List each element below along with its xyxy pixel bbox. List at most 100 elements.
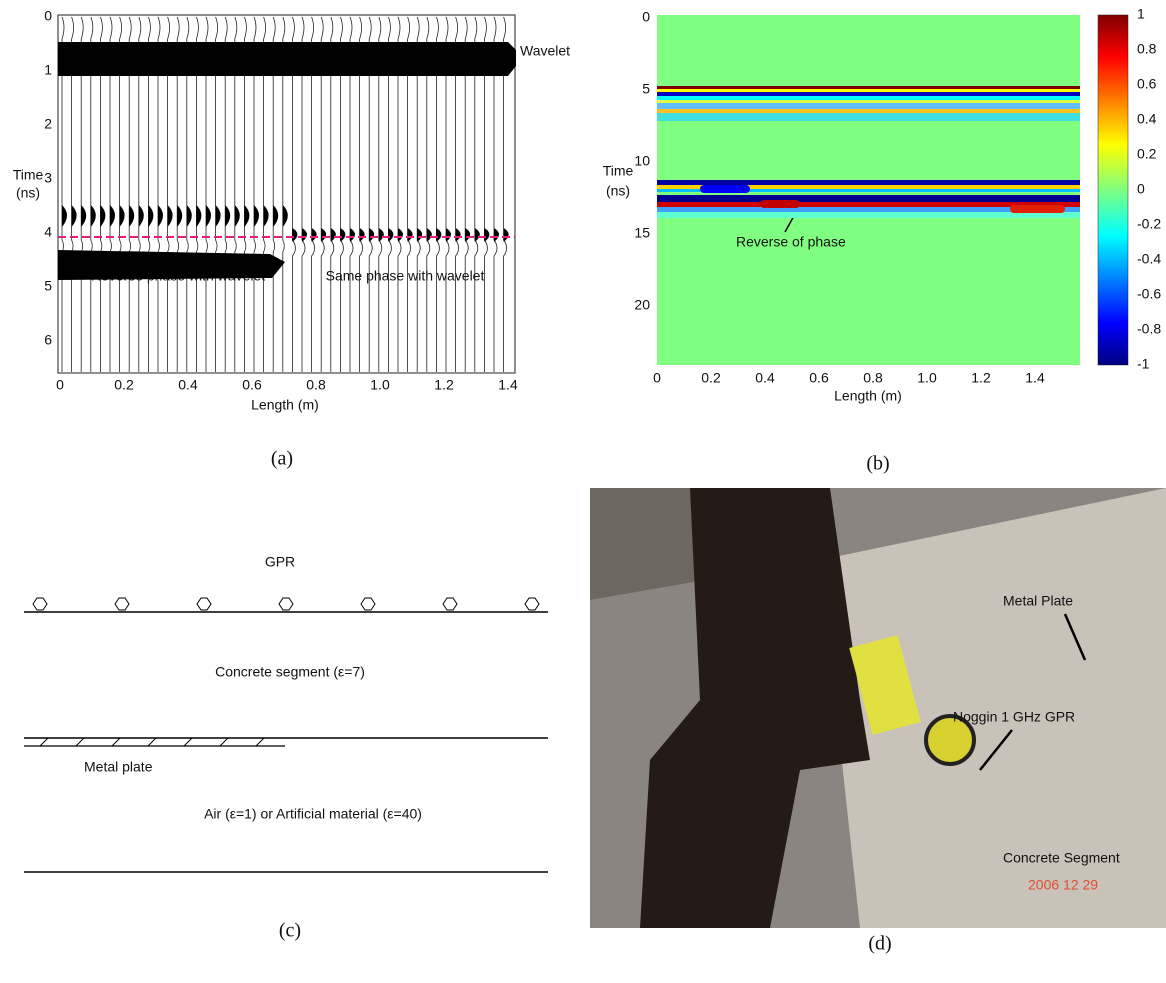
- photo-device: [849, 635, 921, 735]
- x-tick-label: 0.6: [242, 377, 262, 393]
- trace-lobe: [398, 228, 403, 242]
- trace-lobe: [206, 205, 211, 227]
- trace-lobe: [426, 228, 432, 242]
- y-axis-label: (ns): [16, 185, 40, 201]
- y-tick-label: 0: [44, 8, 52, 24]
- trace: [100, 16, 103, 372]
- colorbar-tick-label: 1: [1137, 6, 1145, 22]
- label: Concrete segment (ε=7): [215, 664, 365, 680]
- image-blob: [760, 200, 800, 208]
- trace-lobe: [292, 228, 298, 242]
- trace-lobe: [484, 228, 490, 242]
- trace: [109, 16, 113, 372]
- trace-lobe: [417, 228, 423, 242]
- hatch: [219, 737, 229, 747]
- y-axis-label: Time: [603, 163, 634, 179]
- caption: (d): [868, 933, 891, 955]
- trace-lobe: [196, 205, 202, 227]
- trace-lobe: [244, 205, 250, 227]
- trace-lobe: [177, 205, 183, 227]
- image-band: [657, 212, 1080, 218]
- trace-lobe: [254, 205, 259, 227]
- image-band: [657, 100, 1080, 103]
- x-axis-label: Length (m): [251, 397, 319, 413]
- trace: [215, 16, 218, 372]
- x-tick-label: 0.8: [863, 370, 883, 386]
- sensor: [524, 597, 540, 611]
- annotation: Same phase with wavelet: [326, 268, 485, 284]
- trace-lobe: [158, 205, 163, 227]
- trace-lobe: [273, 205, 279, 227]
- y-tick-label: 6: [44, 332, 52, 348]
- x-tick-label: 1.4: [498, 377, 518, 393]
- sensor: [114, 597, 130, 611]
- colorbar-tick-label: -0.6: [1137, 286, 1161, 302]
- trace-lobe: [494, 228, 499, 242]
- image-band: [657, 202, 1080, 207]
- trace: [71, 16, 74, 372]
- panel-c: GPR Concrete segment (ε=7) Metal plate A…: [24, 554, 548, 942]
- image-band: [657, 92, 1080, 96]
- trace: [282, 16, 286, 372]
- plot-frame: [57, 14, 516, 374]
- trace: [234, 16, 238, 372]
- x-tick-label: 0.8: [306, 377, 326, 393]
- image-band: [657, 86, 1080, 89]
- sensor: [360, 597, 376, 611]
- trace: [176, 16, 180, 372]
- trace-lobe: [81, 205, 87, 227]
- image-band: [657, 109, 1080, 113]
- sensor: [442, 597, 458, 611]
- x-tick-label: 1.2: [971, 370, 991, 386]
- trace: [128, 16, 132, 372]
- caption: (a): [271, 448, 293, 470]
- sensor: [32, 597, 48, 611]
- label: Metal plate: [84, 759, 153, 775]
- trace-lobe: [503, 228, 509, 242]
- colorbar-tick-label: 0.4: [1137, 111, 1157, 127]
- trace-lobe: [225, 205, 231, 227]
- x-tick-label: 0.6: [809, 370, 829, 386]
- image-band: [657, 207, 1080, 212]
- image-band: [657, 103, 1080, 109]
- trace: [224, 16, 228, 372]
- colorbar: [1097, 14, 1129, 366]
- trace-lobe: [407, 228, 413, 242]
- trace-lobe: [263, 205, 269, 227]
- trace: [119, 16, 122, 372]
- image-band: [657, 180, 1080, 185]
- colorbar-tick-label: 0: [1137, 181, 1145, 197]
- colorbar-tick-label: -0.2: [1137, 216, 1161, 232]
- x-tick-label: 1.2: [434, 377, 454, 393]
- trace-lobe: [186, 205, 192, 227]
- caption: (c): [279, 920, 301, 942]
- trace-lobe: [119, 205, 125, 227]
- trace-lobe: [330, 228, 336, 242]
- x-tick-label: 0: [653, 370, 661, 386]
- hatch: [255, 737, 265, 747]
- trace-lobe: [90, 205, 96, 227]
- trace: [272, 16, 276, 372]
- trace-lobe: [455, 228, 461, 242]
- annotation: Reverse of phase: [736, 234, 846, 250]
- trace: [205, 16, 209, 372]
- x-tick-label: 1.0: [917, 370, 937, 386]
- trace-lobe: [388, 228, 394, 242]
- y-tick-label: 10: [634, 153, 650, 169]
- trace: [148, 16, 151, 372]
- sensor: [196, 597, 212, 611]
- colorbar-tick-label: -0.4: [1137, 251, 1161, 267]
- sensor: [278, 597, 294, 611]
- trace-lobe: [100, 205, 106, 227]
- y-tick-label: 3: [44, 170, 52, 186]
- x-tick-label: 0: [56, 377, 64, 393]
- trace-lobe: [350, 228, 355, 242]
- x-tick-label: 0.2: [701, 370, 721, 386]
- trace: [90, 16, 94, 372]
- trace-lobe: [148, 205, 154, 227]
- hatch: [75, 737, 85, 747]
- trace-lobe: [215, 205, 221, 227]
- y-axis-label: (ns): [606, 183, 630, 199]
- panel-a: Wavelet Reverse phase with wavelet Same …: [13, 8, 570, 470]
- trace: [186, 16, 190, 372]
